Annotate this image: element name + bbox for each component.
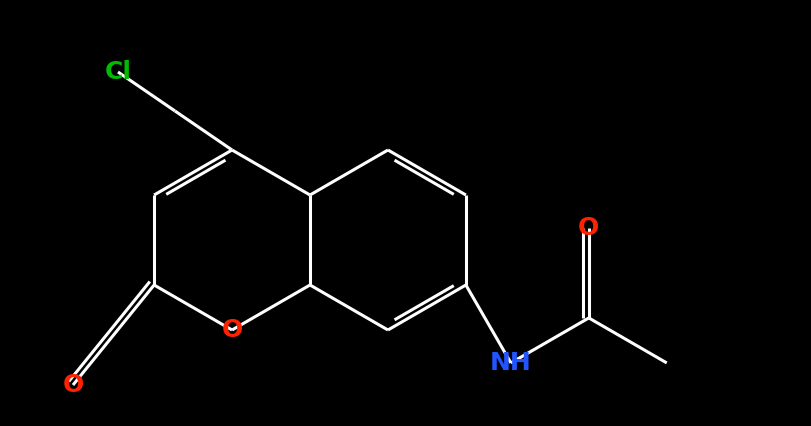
Text: O: O [62,373,84,397]
Text: NH: NH [489,351,531,375]
Text: O: O [577,216,599,240]
Text: O: O [221,318,242,342]
Text: Cl: Cl [105,60,131,84]
